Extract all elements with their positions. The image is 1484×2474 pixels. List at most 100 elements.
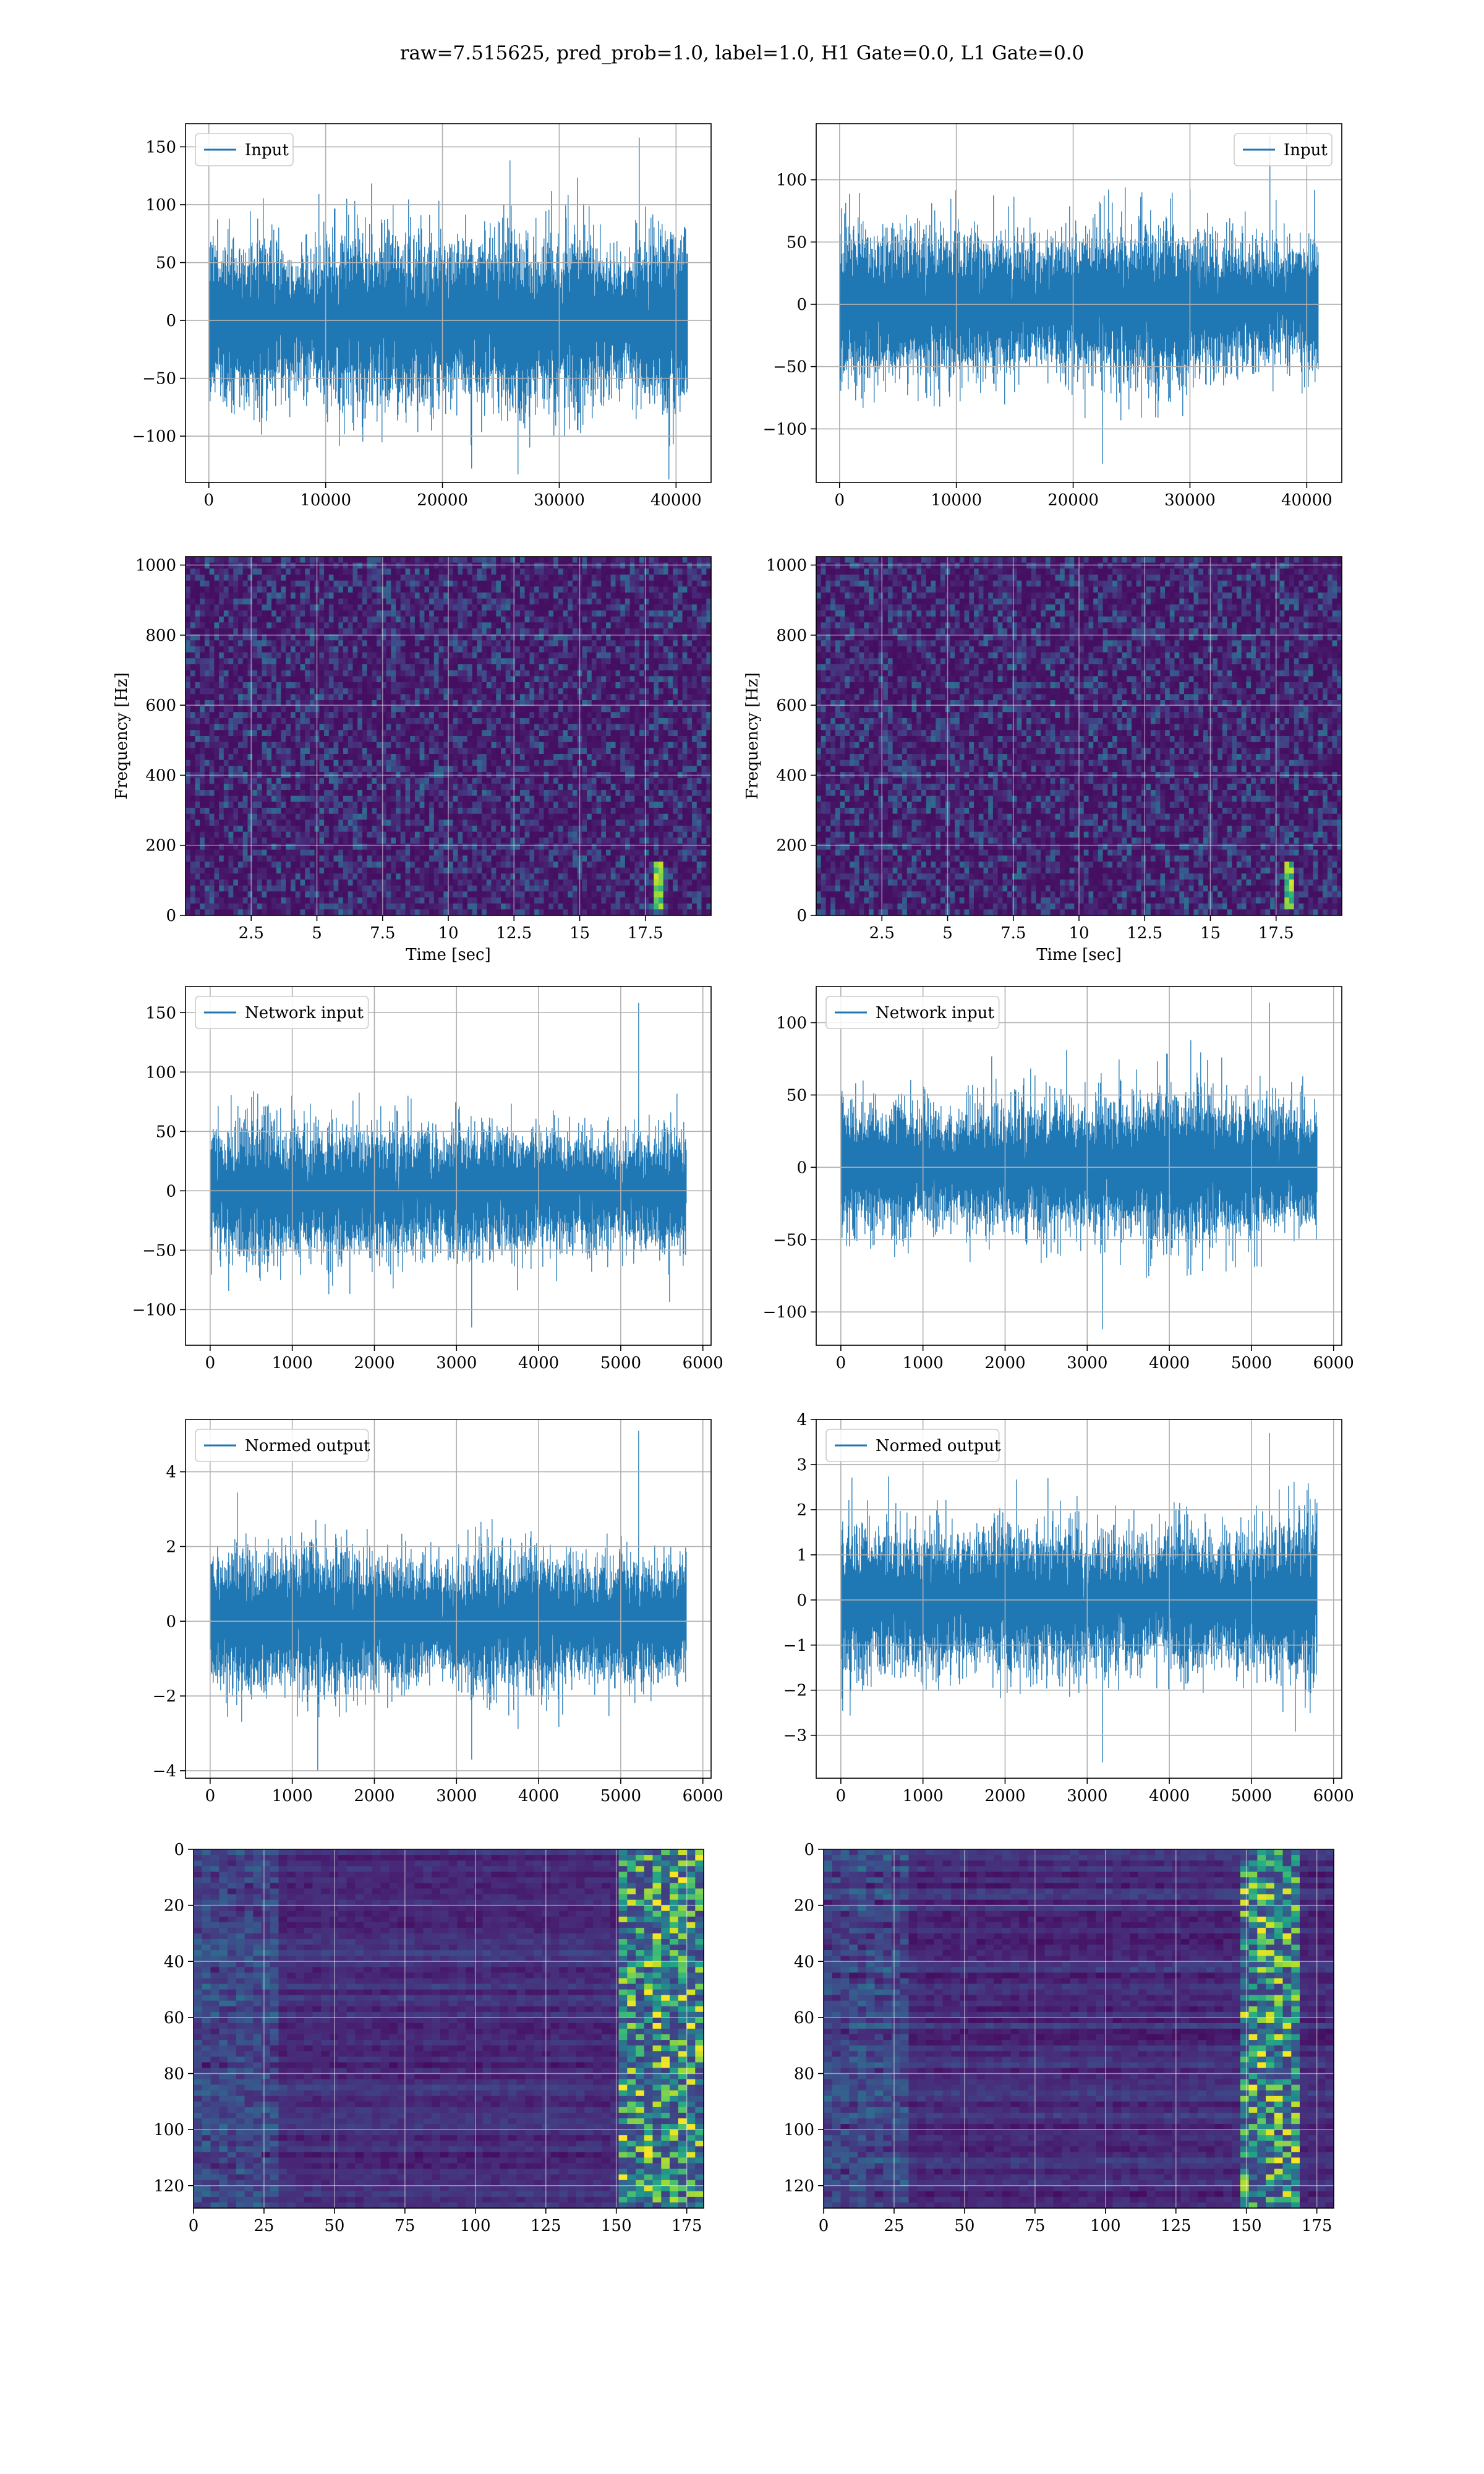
heatmap-cell: [357, 796, 362, 802]
heatmap-cell: [271, 736, 276, 742]
heatmap-cell: [415, 736, 420, 742]
heatmap-cell: [276, 610, 281, 617]
heatmap-cell: [348, 796, 353, 802]
heatmap-cell: [458, 682, 463, 688]
heatmap-cell: [243, 670, 248, 677]
heatmap-cell: [186, 604, 190, 610]
heatmap-cell: [573, 796, 578, 802]
heatmap-cell: [548, 730, 553, 736]
heatmap-cell: [659, 754, 663, 760]
heatmap-cell: [553, 640, 558, 646]
heatmap-cell: [568, 742, 573, 748]
heatmap-cell: [186, 640, 190, 646]
heatmap-cell: [582, 575, 587, 581]
heatmap-cell: [219, 694, 224, 700]
l1-input-panel: 0 10000 20000 30000 40000−100−50050100Input: [763, 124, 1342, 510]
heatmap-cell: [296, 784, 301, 790]
heatmap-cell: [186, 593, 190, 599]
heatmap-cell: [634, 784, 639, 790]
heatmap-cell: [372, 784, 377, 790]
heatmap-cell: [616, 730, 621, 736]
heatmap-cell: [310, 610, 315, 617]
heatmap-cell: [219, 748, 224, 754]
heatmap-cell: [606, 760, 611, 766]
heatmap-cell: [692, 778, 697, 784]
heatmap-cell: [639, 610, 644, 617]
heatmap-cell: [611, 557, 616, 563]
heatmap-cell: [553, 599, 558, 605]
heatmap-cell: [343, 640, 348, 646]
heatmap-cell: [639, 640, 644, 646]
heatmap-cell: [386, 622, 391, 628]
heatmap-cell: [558, 790, 563, 796]
heatmap-cell: [238, 748, 243, 754]
heatmap-cell: [487, 724, 492, 730]
heatmap-cell: [467, 628, 472, 635]
heatmap-cell: [558, 563, 563, 569]
heatmap-cell: [296, 748, 301, 754]
heatmap-cell: [620, 748, 625, 754]
heatmap-cell: [539, 802, 544, 808]
heatmap-cell: [611, 796, 616, 802]
heatmap-cell: [597, 736, 602, 742]
heatmap-cell: [296, 820, 301, 826]
heatmap-cell: [573, 766, 578, 772]
heatmap-cell: [301, 628, 305, 635]
heatmap-cell: [329, 563, 334, 569]
heatmap-cell: [243, 730, 248, 736]
heatmap-cell: [477, 610, 482, 617]
heatmap-cell: [386, 604, 391, 610]
heatmap-cell: [219, 610, 224, 617]
heatmap-cell: [534, 568, 539, 575]
heatmap-cell: [301, 682, 305, 688]
heatmap-cell: [697, 808, 702, 814]
heatmap-cell: [525, 557, 530, 563]
heatmap-cell: [487, 593, 492, 599]
heatmap-cell: [334, 557, 339, 563]
heatmap-cell: [548, 640, 553, 646]
heatmap-cell: [501, 575, 506, 581]
heatmap-cell: [520, 784, 525, 790]
heatmap-cell: [448, 622, 453, 628]
heatmap-cell: [210, 820, 215, 826]
heatmap-cell: [301, 604, 305, 610]
heatmap-cell: [606, 718, 611, 724]
heatmap-cell: [386, 808, 391, 814]
heatmap-cell: [477, 628, 482, 635]
heatmap-cell: [625, 676, 630, 682]
heatmap-cell: [439, 653, 444, 659]
heatmap-cell: [472, 676, 477, 682]
heatmap-cell: [271, 581, 276, 587]
heatmap-cell: [616, 694, 621, 700]
heatmap-cell: [582, 730, 587, 736]
heatmap-cell: [252, 581, 257, 587]
heatmap-cell: [267, 653, 271, 659]
heatmap-cell: [482, 796, 487, 802]
heatmap-cell: [229, 670, 234, 677]
heatmap-cell: [377, 646, 382, 653]
heatmap-cell: [620, 682, 625, 688]
heatmap-cell: [286, 718, 291, 724]
heatmap-cell: [429, 599, 434, 605]
signal-line: [209, 137, 688, 479]
heatmap-cell: [396, 736, 401, 742]
heatmap-cell: [338, 790, 343, 796]
heatmap-cell: [329, 646, 334, 653]
heatmap-cell: [410, 646, 415, 653]
heatmap-cell: [687, 575, 692, 581]
heatmap-cell: [219, 664, 224, 670]
heatmap-cell: [654, 724, 659, 730]
heatmap-cell: [238, 575, 243, 581]
heatmap-cell: [439, 676, 444, 682]
heatmap-cell: [697, 557, 702, 563]
heatmap-cell: [257, 664, 262, 670]
heatmap-cell: [329, 760, 334, 766]
heatmap-cell: [587, 575, 592, 581]
heatmap-cell: [367, 778, 372, 784]
heatmap-cell: [401, 808, 406, 814]
heatmap-cell: [511, 676, 516, 682]
heatmap-cell: [233, 760, 238, 766]
heatmap-cell: [334, 694, 339, 700]
heatmap-cell: [616, 766, 621, 772]
heatmap-cell: [467, 802, 472, 808]
